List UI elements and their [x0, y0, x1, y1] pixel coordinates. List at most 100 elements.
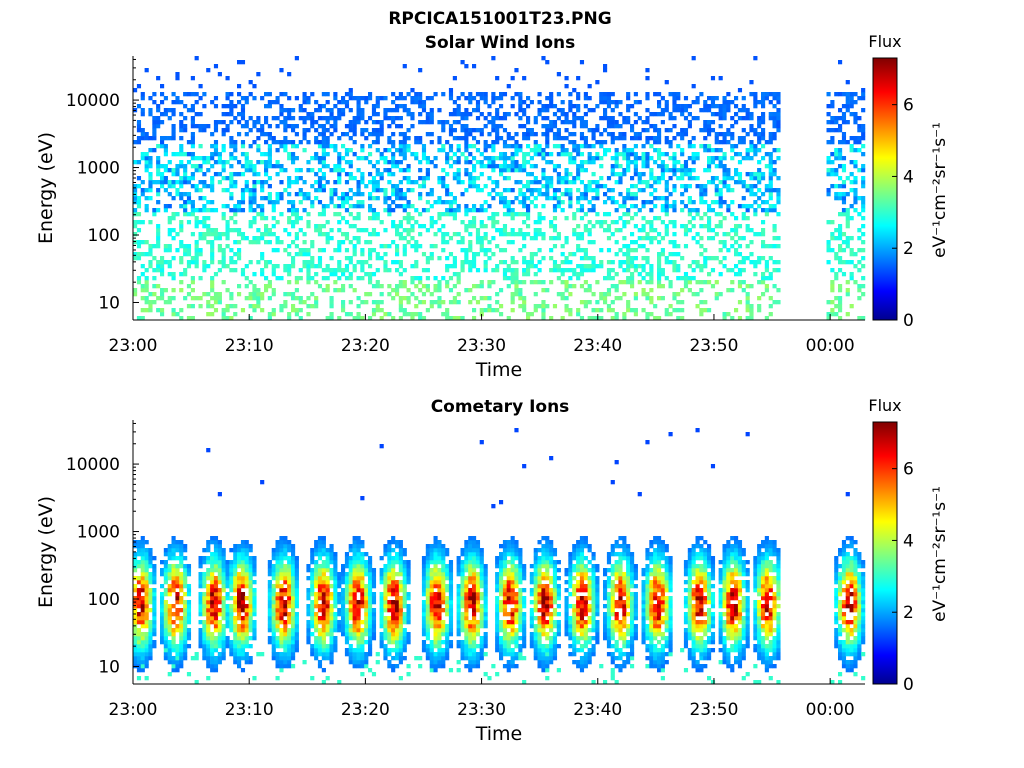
- heatmap-cell: [753, 96, 758, 101]
- heatmap-cell: [210, 568, 215, 573]
- heatmap-cell: [136, 592, 142, 597]
- heatmap-cell: [213, 604, 219, 609]
- heatmap-cell: [552, 304, 558, 309]
- heatmap-cell: [140, 108, 145, 113]
- colorbar-solar-wind: [872, 57, 898, 321]
- heatmap-cell: [768, 296, 773, 301]
- heatmap-cell: [398, 104, 403, 109]
- heatmap-cell: [610, 116, 615, 121]
- heatmap-cell: [391, 172, 396, 177]
- heatmap-cell: [849, 100, 854, 105]
- heatmap-cell: [645, 76, 650, 81]
- heatmap-cell: [167, 576, 172, 581]
- heatmap-cell: [437, 296, 442, 301]
- heatmap-cell: [830, 120, 835, 125]
- heatmap-cell: [722, 264, 727, 269]
- heatmap-cell: [240, 196, 246, 201]
- heatmap-cell: [175, 212, 180, 217]
- heatmap-cell: [853, 136, 858, 141]
- heatmap-cell: [830, 152, 835, 157]
- heatmap-cell: [213, 540, 219, 545]
- heatmap-cell: [175, 548, 180, 553]
- heatmap-cell: [391, 100, 396, 105]
- heatmap-cell: [610, 168, 615, 173]
- heatmap-cell: [175, 600, 180, 605]
- heatmap-cell: [838, 156, 843, 161]
- heatmap-cell: [167, 244, 172, 249]
- heatmap-cell: [183, 600, 188, 605]
- heatmap-cell: [271, 164, 276, 169]
- heatmap-cell: [275, 616, 280, 621]
- heatmap-cell: [325, 180, 330, 185]
- heatmap-cell: [741, 216, 746, 221]
- heatmap-cell: [768, 140, 773, 145]
- heatmap-cell: [668, 140, 673, 145]
- heatmap-cell: [136, 244, 142, 249]
- heatmap-cell: [645, 120, 650, 125]
- heatmap-cell: [579, 180, 585, 185]
- heatmap-cell: [229, 292, 234, 297]
- heatmap-cell: [861, 108, 866, 113]
- heatmap-cell: [264, 140, 269, 145]
- heatmap-cell: [518, 124, 523, 129]
- heatmap-cell: [202, 124, 207, 129]
- heatmap-cell: [472, 144, 477, 149]
- heatmap-cell: [140, 560, 145, 565]
- heatmap-cell: [275, 196, 280, 201]
- heatmap-cell: [772, 132, 777, 137]
- heatmap-cell: [248, 296, 253, 301]
- heatmap-cell: [190, 212, 195, 217]
- heatmap-cell: [499, 164, 504, 169]
- heatmap-cell: [560, 180, 565, 185]
- heatmap-cell: [398, 284, 403, 289]
- heatmap-cell: [645, 256, 650, 261]
- heatmap-cell: [826, 300, 831, 305]
- heatmap-cell: [583, 264, 588, 269]
- heatmap-cell: [687, 112, 692, 117]
- heatmap-cell: [830, 248, 835, 253]
- heatmap-cell: [703, 192, 708, 197]
- heatmap-cell: [595, 104, 600, 109]
- heatmap-cell: [676, 268, 681, 273]
- heatmap-cell: [552, 188, 558, 193]
- heatmap-cell: [213, 600, 219, 605]
- heatmap-cell: [398, 116, 403, 121]
- heatmap-cell: [333, 192, 338, 197]
- heatmap-cell: [198, 124, 203, 129]
- heatmap-cell: [210, 284, 215, 289]
- heatmap-cell: [167, 180, 172, 185]
- heatmap-cell: [337, 108, 342, 113]
- heatmap-cell: [579, 248, 585, 253]
- heatmap-cell: [333, 204, 338, 209]
- heatmap-cell: [452, 76, 457, 81]
- heatmap-cell: [317, 200, 323, 205]
- heatmap-cell: [229, 172, 234, 177]
- heatmap-cell: [140, 552, 145, 557]
- heatmap-cell: [167, 656, 172, 661]
- heatmap-cell: [287, 280, 292, 285]
- heatmap-cell: [599, 116, 604, 121]
- heatmap-cell: [576, 200, 581, 205]
- heatmap-cell: [140, 272, 145, 277]
- heatmap-cell: [337, 112, 342, 117]
- heatmap-cell: [271, 624, 276, 629]
- heatmap-cell: [714, 136, 719, 141]
- heatmap-cell: [495, 192, 500, 197]
- heatmap-cell: [287, 244, 292, 249]
- heatmap-cell: [198, 600, 203, 605]
- heatmap-cell: [502, 268, 508, 273]
- heatmap-cell: [136, 200, 142, 205]
- heatmap-cell: [171, 272, 176, 277]
- heatmap-cell: [371, 180, 377, 185]
- heatmap-cell: [630, 160, 635, 165]
- heatmap-cell: [495, 180, 500, 185]
- heatmap-cell: [660, 172, 665, 177]
- heatmap-cell: [210, 200, 215, 205]
- heatmap-cell: [418, 120, 423, 125]
- heatmap-cell: [645, 92, 650, 97]
- heatmap-cell: [572, 284, 577, 289]
- heatmap-cell: [448, 192, 454, 197]
- heatmap-cell: [526, 268, 531, 273]
- heatmap-cell: [356, 104, 361, 109]
- heatmap-cell: [479, 132, 484, 137]
